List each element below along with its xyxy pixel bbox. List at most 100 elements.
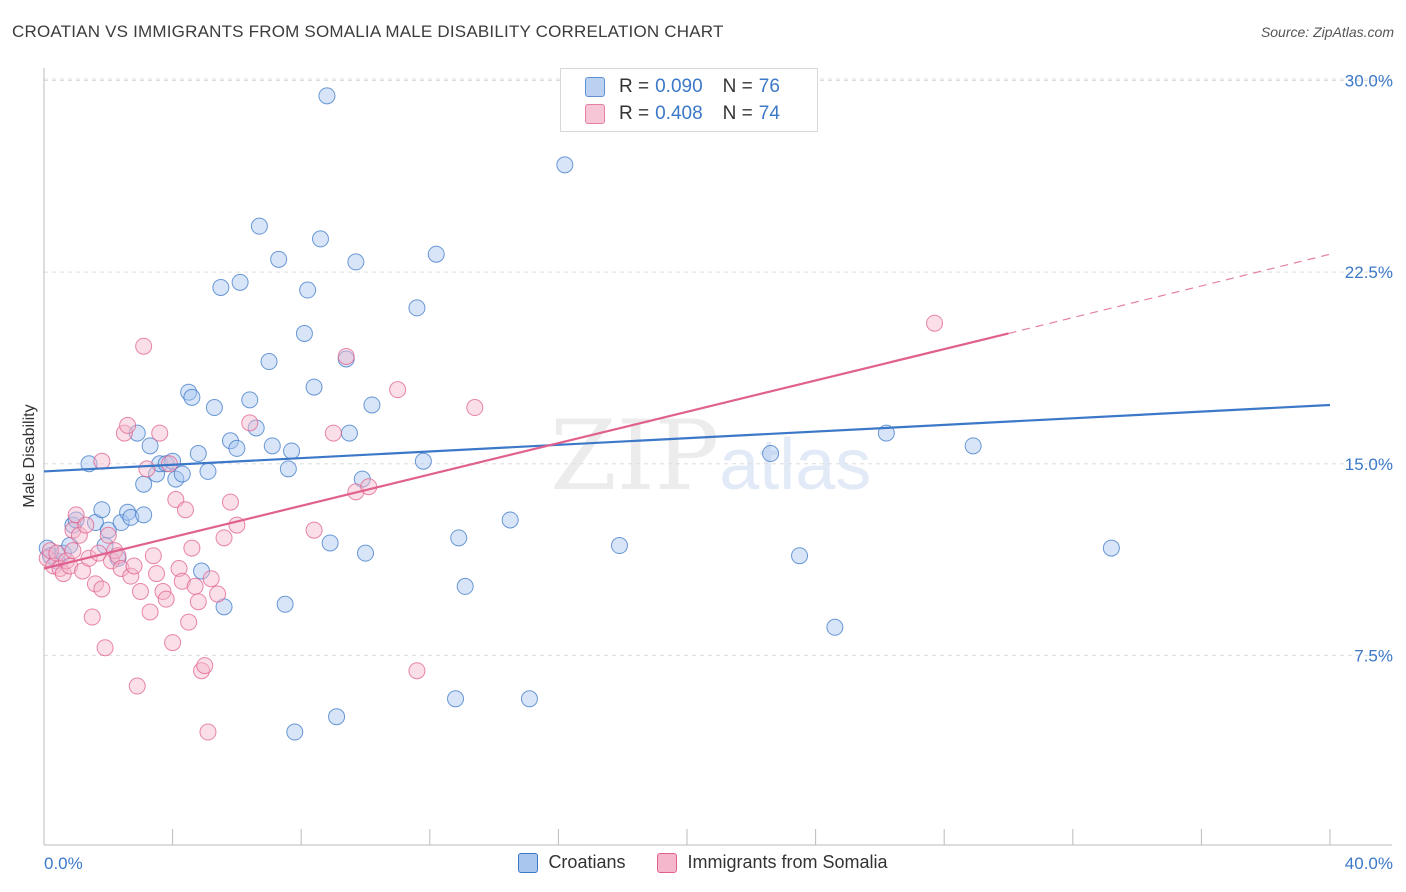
croatians-point [450, 529, 468, 547]
source-label: Source: ZipAtlas.com [1260, 24, 1394, 40]
croatians-point [414, 452, 432, 470]
somalia-point [96, 639, 114, 657]
legend-r-label: R = [619, 76, 650, 97]
croatians-point [357, 544, 374, 562]
somalia-point [70, 526, 88, 544]
croatians-point [250, 217, 268, 235]
croatians-point [141, 437, 159, 455]
axes [43, 68, 1392, 846]
legend-row-croatians: R = 0.090 N = 76 [585, 75, 780, 99]
croatians-point [826, 618, 844, 636]
somalia-point [189, 593, 207, 611]
bottom-legend-somalia: Immigrants from Somalia [657, 852, 888, 873]
somalia-point [170, 560, 188, 578]
somalia-point [64, 542, 82, 560]
y-tick-label: 15.0% [1345, 455, 1393, 474]
series-croatians-points [38, 87, 1120, 741]
watermark-atlas: atlas [719, 425, 872, 505]
somalia-point [186, 577, 204, 595]
bottom-legend-croatians: Croatians [518, 852, 625, 873]
croatians-point [305, 378, 323, 396]
croatians-point [1102, 539, 1120, 557]
somalia-point [337, 347, 355, 365]
legend-row-somalia: R = 0.408 N = 74 [585, 102, 780, 126]
somalia-point [157, 590, 175, 608]
somalia-point [176, 501, 194, 519]
somalia-point [408, 662, 426, 680]
y-tick-label: 7.5% [1354, 646, 1393, 665]
somalia-point [241, 414, 259, 432]
croatians-point [260, 353, 278, 371]
watermark-zip: ZIP [550, 400, 720, 512]
croatians-point [286, 723, 304, 741]
croatians-point [231, 273, 249, 291]
legend-n-value: 74 [758, 103, 780, 124]
croatians-point [263, 437, 281, 455]
somalia-point [173, 572, 191, 590]
croatians-point [791, 547, 809, 565]
somalia-point [199, 723, 217, 741]
croatians-point [279, 460, 297, 478]
legend-n-value: 76 [758, 76, 780, 97]
croatians-point [347, 253, 365, 271]
croatians-trend-line [43, 403, 1331, 473]
somalia-point [389, 381, 407, 399]
croatians-point [205, 399, 223, 417]
somalia-point [360, 478, 378, 496]
croatians-point [173, 465, 191, 483]
croatians-point [299, 281, 317, 299]
bottom-legend: Croatians Immigrants from Somalia [0, 852, 1406, 873]
tick-labels: 7.5% 15.0% 22.5% 30.0% 0.0% 40.0% [44, 72, 1393, 874]
somalia-point [164, 634, 182, 652]
somalia-point [196, 657, 214, 675]
croatians-point [99, 521, 117, 539]
series-somalia-points [38, 314, 944, 741]
x-tick-label-max: 40.0% [1345, 854, 1393, 873]
croatians-point [270, 250, 288, 268]
somalia-point [93, 580, 111, 598]
croatians-point [135, 506, 153, 524]
grid-lines [44, 78, 1392, 656]
croatians-point [151, 455, 169, 473]
somalia-point [148, 565, 166, 583]
y-tick-label: 30.0% [1345, 72, 1393, 91]
somalia-point [466, 399, 484, 417]
somalia-point [99, 526, 117, 544]
legend-swatch-blue [585, 77, 605, 97]
croatians-point [363, 396, 381, 414]
somalia-point [183, 539, 201, 557]
croatians-point [311, 230, 329, 248]
somalia-point [180, 613, 198, 631]
somalia-point [119, 416, 137, 434]
somalia-point [202, 570, 220, 588]
somalia-point [324, 424, 342, 442]
croatians-point [189, 445, 207, 463]
croatians-point [180, 383, 198, 401]
croatians-point [456, 577, 474, 595]
bottom-legend-label: Croatians [548, 852, 626, 872]
croatians-point [321, 534, 339, 552]
somalia-point [138, 460, 156, 478]
y-tick-label: 22.5% [1345, 263, 1393, 282]
croatians-point [328, 708, 346, 726]
croatians-point [610, 537, 628, 555]
somalia-point [122, 567, 140, 585]
trend-lines [43, 253, 1331, 570]
croatians-point [228, 439, 246, 457]
bottom-legend-swatch-pink [657, 852, 678, 873]
legend-n-label: N = [722, 76, 753, 97]
x-tick-label-min: 0.0% [44, 854, 83, 873]
somalia-point [93, 452, 111, 470]
legend-r-label: R = [619, 103, 650, 124]
croatians-point [183, 388, 201, 406]
somalia-point [221, 493, 239, 511]
somalia-point [305, 521, 323, 539]
croatians-point [427, 245, 445, 263]
croatians-point [122, 508, 140, 526]
croatians-point [80, 455, 98, 473]
croatians-point [212, 278, 230, 296]
croatians-point [112, 514, 130, 532]
legend: R = 0.090 N = 76 R = 0.408 N = 74 [560, 68, 818, 132]
legend-r-value: 0.090 [655, 76, 703, 97]
